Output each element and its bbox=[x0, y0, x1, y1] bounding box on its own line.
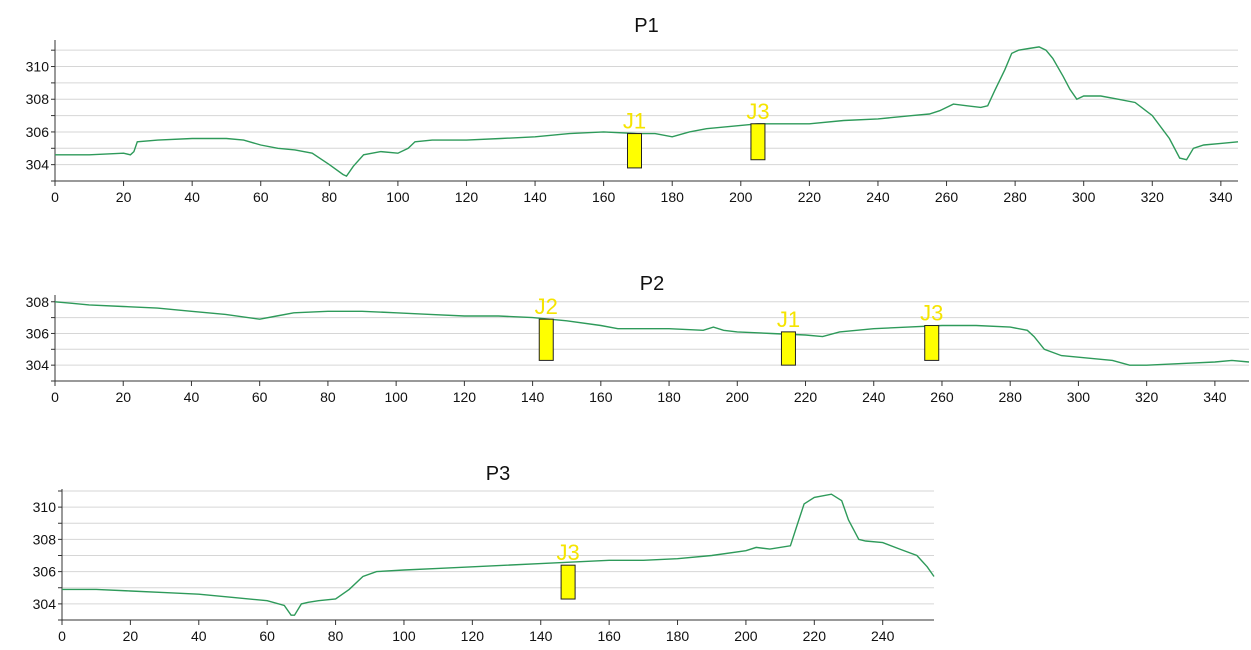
marker-j3 bbox=[560, 564, 576, 600]
x-tick-label: 220 bbox=[794, 389, 818, 405]
y-tick-label: 304 bbox=[33, 596, 57, 612]
x-tick-label: 300 bbox=[1067, 389, 1091, 405]
x-tick-label: 0 bbox=[51, 389, 59, 405]
x-tick-label: 60 bbox=[252, 389, 268, 405]
x-tick-label: 100 bbox=[384, 389, 408, 405]
x-tick-label: 60 bbox=[253, 189, 269, 205]
y-tick-label: 306 bbox=[33, 564, 57, 580]
x-tick-label: 0 bbox=[58, 628, 66, 644]
x-tick-label: 320 bbox=[1141, 189, 1165, 205]
x-tick-label: 220 bbox=[803, 628, 827, 644]
marker-label: J3 bbox=[556, 540, 579, 565]
x-tick-label: 240 bbox=[866, 189, 890, 205]
y-tick-label: 308 bbox=[33, 531, 57, 547]
chart-p3: P3 304 306 308 310 0 20 40 60 80 100 120 140 160 180 20… bbox=[33, 463, 935, 644]
x-tick-label: 240 bbox=[862, 389, 886, 405]
x-tick-label: 0 bbox=[51, 189, 59, 205]
y-tick-label: 310 bbox=[33, 499, 57, 515]
x-tick-label: 120 bbox=[461, 628, 485, 644]
x-tick-label: 340 bbox=[1203, 389, 1227, 405]
marker-j3 bbox=[924, 325, 940, 361]
x-tick-label: 280 bbox=[999, 389, 1023, 405]
y-tick-label: 308 bbox=[26, 91, 50, 107]
y-tick-label: 310 bbox=[26, 59, 50, 75]
chart-title: P3 bbox=[486, 463, 510, 485]
x-tick-label: 180 bbox=[666, 628, 690, 644]
x-tick-label: 40 bbox=[184, 189, 200, 205]
x-tick-label: 160 bbox=[589, 389, 613, 405]
x-tick-label: 160 bbox=[592, 189, 616, 205]
x-tick-label: 80 bbox=[322, 189, 338, 205]
marker-label: J2 bbox=[535, 294, 558, 319]
x-tick-label: 220 bbox=[798, 189, 822, 205]
x-tick-label: 340 bbox=[1209, 189, 1233, 205]
chart-p1: P1 304 306 308 310 0 20 40 60 80 100 120 140 160 180 20… bbox=[26, 15, 1239, 205]
marker-j1 bbox=[626, 133, 642, 169]
x-tick-label: 140 bbox=[521, 389, 545, 405]
x-tick-label: 120 bbox=[453, 389, 477, 405]
x-tick-label: 180 bbox=[661, 189, 685, 205]
marker-j3 bbox=[750, 123, 766, 161]
chart-title: P2 bbox=[640, 273, 664, 295]
x-tick-label: 160 bbox=[597, 628, 621, 644]
x-tick-label: 100 bbox=[386, 189, 410, 205]
x-tick-label: 320 bbox=[1135, 389, 1159, 405]
x-tick-label: 140 bbox=[529, 628, 553, 644]
y-tick-label: 304 bbox=[26, 157, 50, 173]
series-line bbox=[62, 493, 935, 616]
x-tick-label: 60 bbox=[259, 628, 275, 644]
x-tick-label: 300 bbox=[1072, 189, 1096, 205]
x-tick-label: 240 bbox=[871, 628, 895, 644]
y-tick-label: 304 bbox=[26, 357, 50, 373]
x-tick-label: 40 bbox=[184, 389, 200, 405]
y-tick-label: 306 bbox=[26, 325, 50, 341]
marker-label: J3 bbox=[920, 301, 943, 326]
x-tick-label: 20 bbox=[123, 628, 139, 644]
series-line bbox=[54, 301, 1250, 366]
x-tick-label: 80 bbox=[320, 389, 336, 405]
x-tick-label: 100 bbox=[392, 628, 416, 644]
chart-p2: P2 304 306 308 0 20 40 60 80 100 120 140 160 180 200 22… bbox=[26, 273, 1250, 405]
x-tick-label: 200 bbox=[726, 389, 750, 405]
chart-title: P1 bbox=[634, 15, 658, 37]
marker-label: J3 bbox=[746, 99, 769, 124]
x-tick-label: 200 bbox=[729, 189, 753, 205]
x-tick-label: 280 bbox=[1003, 189, 1027, 205]
y-tick-label: 308 bbox=[26, 294, 50, 310]
x-tick-label: 260 bbox=[930, 389, 954, 405]
x-tick-label: 20 bbox=[116, 189, 132, 205]
y-tick-label: 306 bbox=[26, 124, 50, 140]
marker-label: J1 bbox=[623, 109, 646, 134]
x-tick-label: 40 bbox=[191, 628, 207, 644]
x-tick-label: 140 bbox=[523, 189, 547, 205]
x-tick-label: 20 bbox=[115, 389, 131, 405]
x-tick-label: 80 bbox=[328, 628, 344, 644]
x-tick-label: 200 bbox=[734, 628, 758, 644]
x-tick-label: 260 bbox=[935, 189, 959, 205]
marker-j2 bbox=[538, 318, 554, 361]
x-tick-label: 180 bbox=[657, 389, 681, 405]
marker-j1 bbox=[780, 331, 796, 366]
x-tick-label: 120 bbox=[455, 189, 479, 205]
series-line bbox=[55, 46, 1239, 177]
marker-label: J1 bbox=[777, 307, 800, 332]
